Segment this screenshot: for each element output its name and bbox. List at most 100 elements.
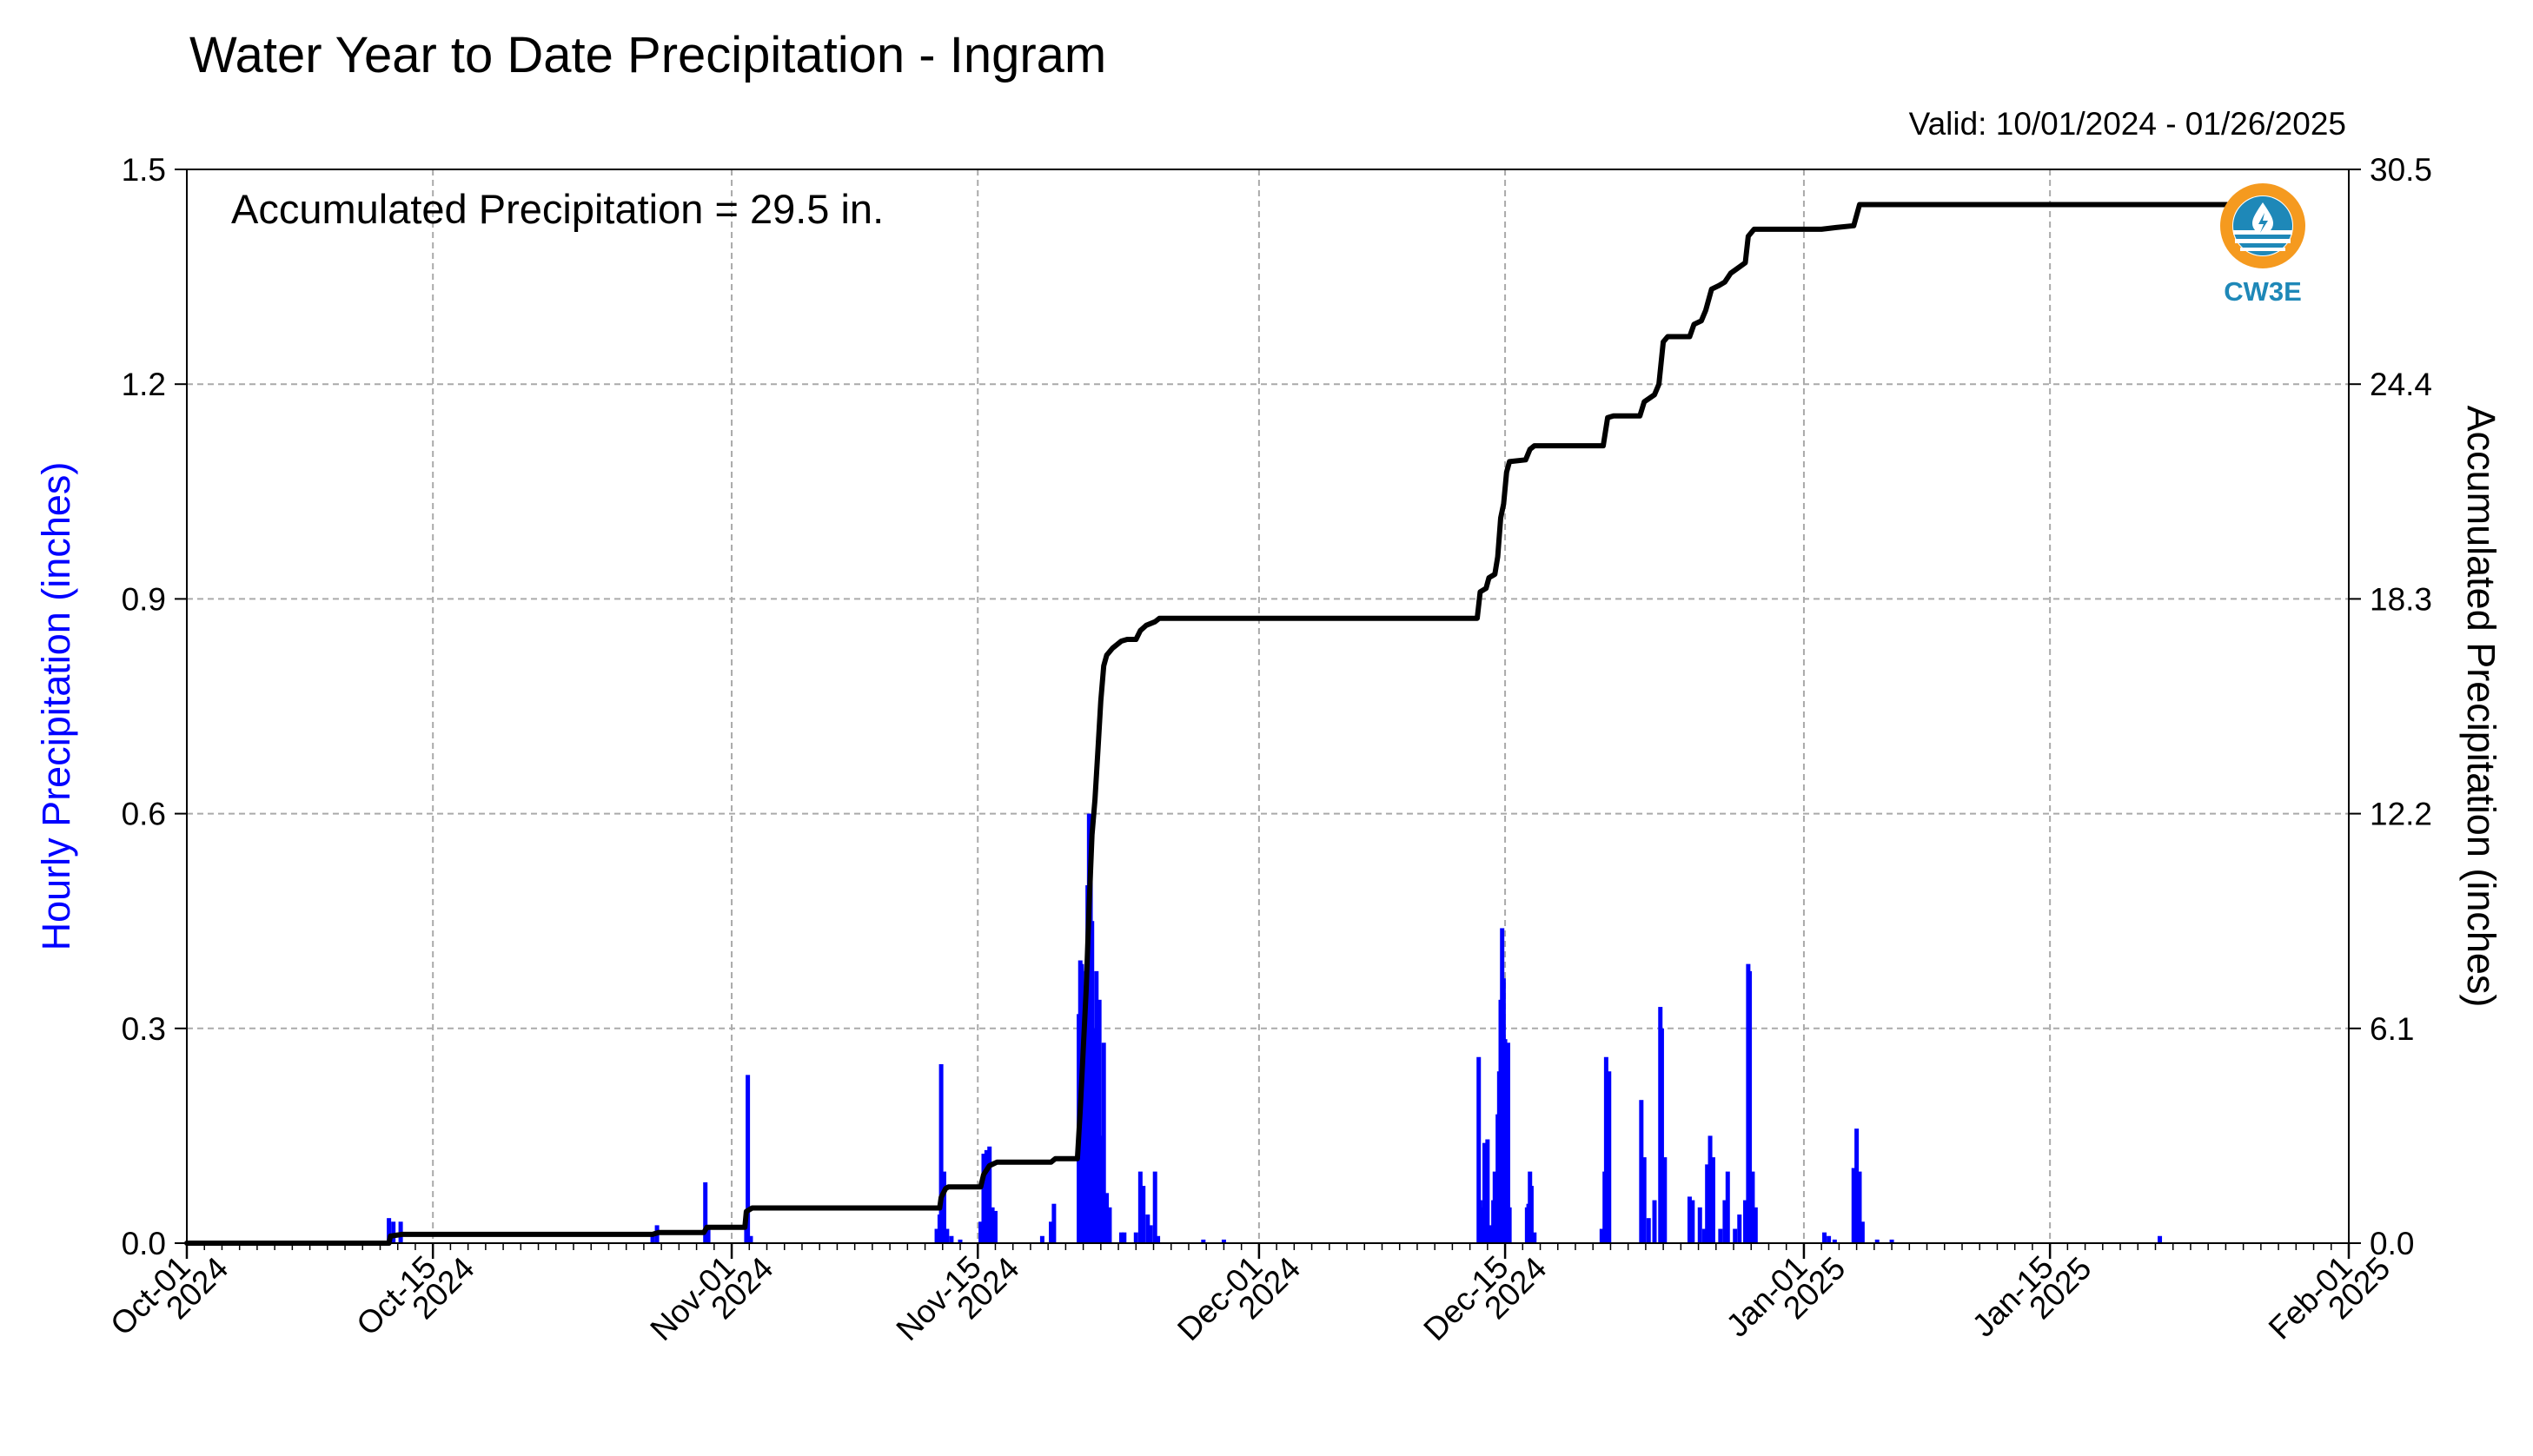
hourly-bar <box>2158 1235 2163 1243</box>
cw3e-logo: CW3E <box>2211 178 2315 317</box>
hourly-bar <box>1662 1157 1668 1243</box>
hourly-bar <box>958 1239 963 1243</box>
hourly-bar <box>1607 1071 1612 1243</box>
hourly-bar <box>1710 1157 1715 1243</box>
hourly-bar <box>1145 1214 1150 1243</box>
right-axis-label: Accumulated Precipitation (inches) <box>2459 406 2503 1008</box>
hourly-bar <box>1687 1196 1692 1243</box>
grid <box>187 169 2349 1243</box>
hourly-bar <box>1137 1171 1143 1243</box>
hourly-bar <box>941 1171 946 1243</box>
hourly-bar <box>1832 1239 1837 1243</box>
hourly-bar <box>1822 1232 1827 1243</box>
axes: 0.0 0.3 0.6 0.9 1.2 1.5 0.0 6.1 12.2 18.3 24.4 30.5… <box>103 152 2432 1347</box>
hourly-bar <box>1482 1142 1487 1243</box>
hourly-bars <box>387 813 2163 1243</box>
hourly-bar <box>1860 1221 1865 1243</box>
hourly-bar <box>1507 1207 1512 1243</box>
cw3e-logo-text: CW3E <box>2224 276 2302 307</box>
right-y-tick-label: 12.2 <box>2370 797 2432 832</box>
hourly-bar <box>990 1207 995 1243</box>
hourly-bar <box>650 1235 655 1243</box>
hourly-bar <box>1753 1207 1758 1243</box>
hourly-bar <box>706 1228 711 1243</box>
right-y-tick-label: 6.1 <box>2370 1011 2414 1047</box>
left-y-tick-label: 0.9 <box>122 581 166 617</box>
hourly-bar <box>945 1228 950 1243</box>
right-y-tick-label: 0.0 <box>2370 1226 2414 1261</box>
hourly-bar <box>1874 1239 1880 1243</box>
hourly-bar <box>1201 1239 1206 1243</box>
hourly-bar <box>1156 1235 1161 1243</box>
hourly-bar <box>1725 1171 1730 1243</box>
hourly-bar <box>1854 1128 1860 1243</box>
left-y-tick-label: 0.6 <box>122 797 166 832</box>
hourly-bar <box>391 1221 396 1243</box>
hourly-bar <box>1697 1207 1702 1243</box>
left-axis-label: Hourly Precipitation (inches) <box>34 462 78 951</box>
accumulated-total-note: Accumulated Precipitation = 29.5 in. <box>231 186 885 232</box>
hourly-bar <box>1532 1232 1537 1243</box>
hourly-bar <box>1827 1235 1832 1243</box>
cw3e-logo-icon <box>2220 183 2305 268</box>
right-y-tick-label: 18.3 <box>2370 581 2432 617</box>
hourly-bar <box>1750 1171 1755 1243</box>
left-y-tick-label: 1.5 <box>122 152 166 188</box>
hourly-bar <box>1101 1042 1106 1243</box>
hourly-bar <box>1476 1056 1482 1243</box>
hourly-bar <box>1528 1186 1534 1243</box>
hourly-bar <box>1133 1232 1138 1243</box>
hourly-bar <box>1104 1193 1110 1243</box>
left-y-tick-label: 1.2 <box>122 367 166 402</box>
hourly-bar <box>1652 1200 1657 1243</box>
hourly-bar <box>1747 970 1753 1243</box>
hourly-bar <box>1701 1228 1707 1243</box>
hourly-bar <box>1641 1157 1647 1243</box>
hourly-bar <box>1049 1221 1054 1243</box>
hourly-bar <box>1851 1168 1856 1243</box>
left-y-tick-label: 0.3 <box>122 1011 166 1047</box>
hourly-bar <box>1705 1164 1710 1243</box>
hourly-bar <box>1221 1239 1226 1243</box>
hourly-bar <box>1148 1225 1153 1243</box>
hourly-bar <box>387 1218 392 1243</box>
hourly-bar <box>1722 1200 1727 1243</box>
hourly-bar <box>1743 1200 1748 1243</box>
left-y-tick-label: 0.0 <box>122 1226 166 1261</box>
plot-frame <box>186 169 2350 1244</box>
hourly-bar <box>1733 1228 1738 1243</box>
hourly-bar <box>981 1154 986 1243</box>
hourly-bar <box>1477 1200 1482 1243</box>
hourly-bar <box>1707 1135 1713 1243</box>
hourly-bar <box>1118 1232 1124 1243</box>
right-y-tick-label: 24.4 <box>2370 367 2432 402</box>
hourly-bar <box>949 1235 954 1243</box>
hourly-bar <box>1659 1028 1664 1243</box>
hourly-bar <box>1485 1139 1490 1243</box>
hourly-bar <box>703 1181 708 1243</box>
chart-title: Water Year to Date Precipitation - Ingra… <box>189 27 1107 83</box>
hourly-bar <box>1097 999 1102 1243</box>
hourly-bar <box>992 1210 998 1243</box>
hourly-bar <box>1107 1207 1112 1243</box>
hourly-bar <box>1603 1056 1608 1243</box>
hourly-bar <box>1051 1203 1057 1243</box>
right-y-tick-label: 30.5 <box>2370 152 2432 188</box>
hourly-bar <box>1857 1171 1862 1243</box>
hourly-bar <box>1646 1218 1651 1243</box>
hourly-bar <box>984 1149 989 1243</box>
hourly-bar <box>978 1221 984 1243</box>
hourly-bar <box>1639 1100 1644 1243</box>
hourly-bar <box>1122 1232 1127 1243</box>
hourly-bar <box>938 1064 944 1243</box>
hourly-bar <box>1492 1171 1497 1243</box>
hourly-bar <box>1737 1214 1742 1243</box>
hourly-bar <box>746 1075 751 1243</box>
